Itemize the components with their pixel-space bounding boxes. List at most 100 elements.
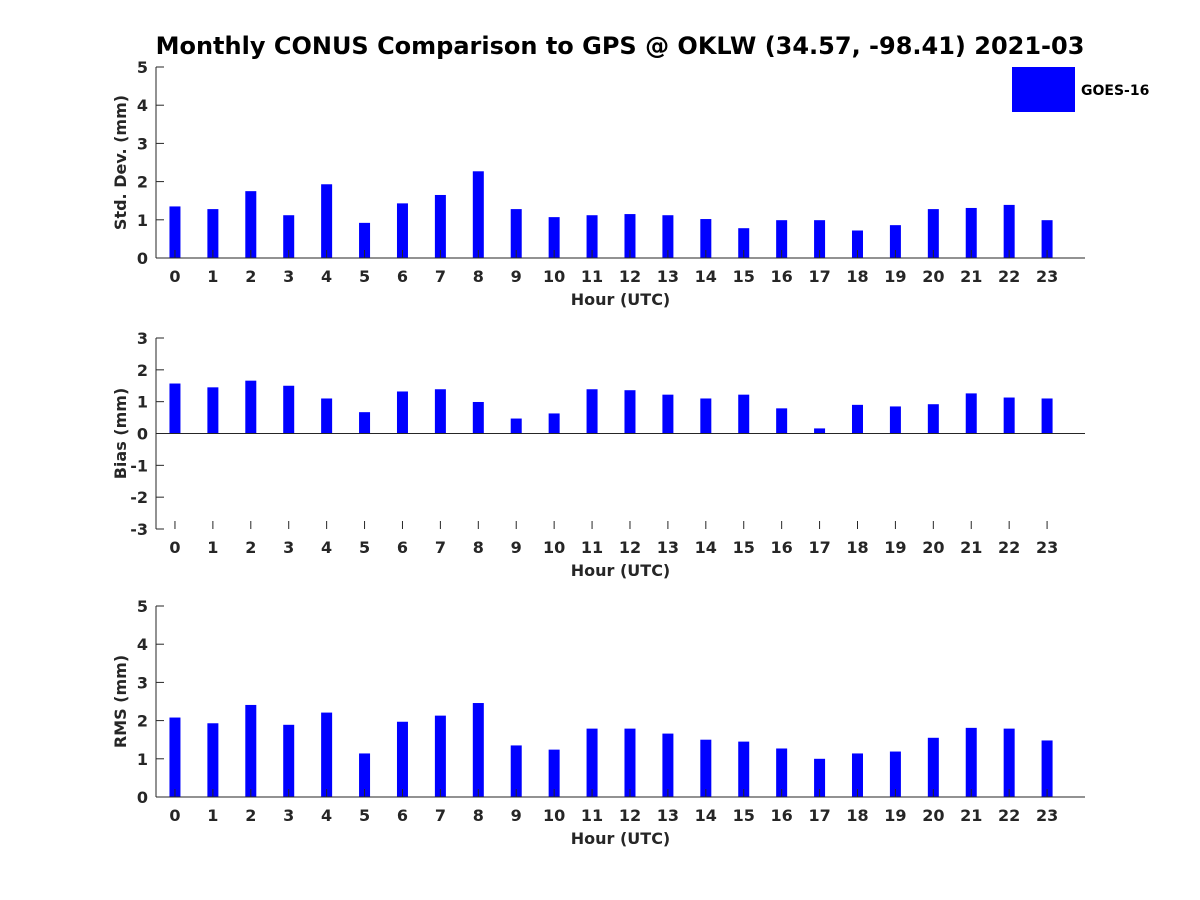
bias-x-tick-label: 2 <box>245 538 256 557</box>
bias-x-tick-label: 9 <box>511 538 522 557</box>
bias-bar-hour-20 <box>927 404 939 434</box>
stddev-x-tick-label: 15 <box>733 267 755 286</box>
stddev-y-tick-label: 4 <box>137 96 148 115</box>
rms-x-tick-label: 9 <box>511 806 522 825</box>
stddev-x-tick-label: 17 <box>808 267 830 286</box>
bias-bar-hour-18 <box>851 404 863 434</box>
bias-bar-hour-10 <box>548 413 560 434</box>
rms-x-tick-label: 8 <box>473 806 484 825</box>
rms-y-tick-label: 2 <box>137 712 148 731</box>
bias-bar-hour-1 <box>207 387 219 434</box>
stddev-x-axis-label: Hour (UTC) <box>571 290 671 309</box>
rms-y-tick-label: 0 <box>137 788 148 807</box>
stddev-x-tick-label: 18 <box>846 267 868 286</box>
rms-x-tick-label: 19 <box>884 806 906 825</box>
bias-bar-hour-9 <box>510 418 522 434</box>
bias-x-tick-label: 16 <box>771 538 793 557</box>
stddev-x-tick-label: 4 <box>321 267 332 286</box>
legend-label-goes16: GOES-16 <box>1081 83 1149 99</box>
rms-bar-hour-6 <box>396 721 408 797</box>
bias-bar-hour-4 <box>321 398 333 434</box>
stddev-x-tick-label: 7 <box>435 267 446 286</box>
rms-y-tick-label: 4 <box>137 635 148 654</box>
stddev-bar-hour-9 <box>510 209 522 258</box>
bias-bar-hour-23 <box>1041 398 1053 434</box>
rms-x-tick-label: 14 <box>695 806 717 825</box>
bias-bar-hour-5 <box>359 412 371 434</box>
rms-x-tick-label: 0 <box>169 806 180 825</box>
rms-x-tick-label: 11 <box>581 806 603 825</box>
bias-y-tick-label: 2 <box>137 361 148 380</box>
bias-bar-hour-11 <box>586 389 598 434</box>
rms-x-tick-label: 18 <box>846 806 868 825</box>
bias-bar-hour-7 <box>434 389 446 434</box>
stddev-bar-hour-23 <box>1041 220 1053 258</box>
rms-bar-hour-9 <box>510 745 522 797</box>
rms-bar-hour-0 <box>169 717 181 797</box>
stddev-bar-hour-20 <box>927 209 939 258</box>
rms-y-tick-label: 3 <box>137 673 148 692</box>
rms-bar-hour-23 <box>1041 740 1053 797</box>
bias-bar-hour-21 <box>965 393 977 434</box>
bias-bar-hour-14 <box>700 398 712 434</box>
bias-bar-hour-17 <box>814 428 826 434</box>
rms-x-tick-label: 5 <box>359 806 370 825</box>
bias-y-axis-label: Bias (mm) <box>111 388 130 480</box>
bias-x-tick-label: 8 <box>473 538 484 557</box>
stddev-x-tick-label: 12 <box>619 267 641 286</box>
stddev-bar-hour-13 <box>662 215 674 258</box>
stddev-x-tick-label: 13 <box>657 267 679 286</box>
stddev-x-tick-label: 5 <box>359 267 370 286</box>
stddev-bar-hour-2 <box>245 191 257 258</box>
legend: GOES-16 <box>1012 67 1149 112</box>
bias-x-tick-label: 21 <box>960 538 982 557</box>
stddev-bar-hour-5 <box>359 222 371 258</box>
bias-y-tick-label: -1 <box>130 456 148 475</box>
rms-bar-hour-18 <box>851 753 863 797</box>
stddev-y-tick-label: 2 <box>137 173 148 192</box>
bias-bar-hour-6 <box>396 391 408 434</box>
rms-bar-hour-5 <box>359 753 371 797</box>
stddev-x-tick-label: 3 <box>283 267 294 286</box>
stddev-bar-hour-14 <box>700 219 712 258</box>
rms-bar-hour-12 <box>624 728 636 797</box>
stddev-bar-hour-16 <box>776 220 788 258</box>
bias-x-tick-label: 11 <box>581 538 603 557</box>
bias-panel: 0 1 2 3 4 5 6 7 8 9 10 11 12 13 14 15 16 17 18 19 20 21 22 23-3… <box>111 329 1085 580</box>
rms-x-tick-label: 22 <box>998 806 1020 825</box>
stddev-bar-hour-11 <box>586 215 598 258</box>
rms-x-tick-label: 1 <box>207 806 218 825</box>
bias-x-tick-label: 18 <box>846 538 868 557</box>
stddev-bar-hour-19 <box>889 225 901 258</box>
rms-bar-hour-17 <box>814 758 826 797</box>
stddev-x-tick-label: 20 <box>922 267 944 286</box>
rms-bar-hour-14 <box>700 739 712 797</box>
stddev-y-tick-label: 1 <box>137 211 148 230</box>
rms-bar-hour-2 <box>245 704 257 797</box>
bias-bar-hour-13 <box>662 394 674 434</box>
bias-x-tick-label: 4 <box>321 538 332 557</box>
rms-x-tick-label: 7 <box>435 806 446 825</box>
stddev-bar-hour-18 <box>851 230 863 258</box>
rms-bar-hour-13 <box>662 733 674 797</box>
bias-x-tick-label: 14 <box>695 538 717 557</box>
rms-bar-hour-19 <box>889 751 901 797</box>
rms-x-tick-label: 17 <box>808 806 830 825</box>
rms-x-tick-label: 10 <box>543 806 565 825</box>
bias-bar-hour-16 <box>776 408 788 434</box>
legend-swatch-goes16 <box>1012 67 1075 112</box>
rms-bar-hour-4 <box>321 712 333 797</box>
stddev-bar-hour-7 <box>434 194 446 258</box>
rms-bar-hour-7 <box>434 715 446 797</box>
bias-bar-hour-3 <box>283 385 295 434</box>
rms-x-tick-label: 6 <box>397 806 408 825</box>
stddev-y-tick-label: 5 <box>137 58 148 77</box>
bias-x-tick-label: 15 <box>733 538 755 557</box>
rms-panel: 0 1 2 3 4 5 6 7 8 9 10 11 12 13 14 15 16 17 18 19 20 21 22 2301… <box>111 597 1085 848</box>
stddev-bar-hour-15 <box>738 228 750 258</box>
stddev-bar-hour-12 <box>624 214 636 258</box>
stddev-bar-hour-3 <box>283 215 295 258</box>
bias-x-tick-label: 10 <box>543 538 565 557</box>
bias-y-tick-label: 0 <box>137 425 148 444</box>
